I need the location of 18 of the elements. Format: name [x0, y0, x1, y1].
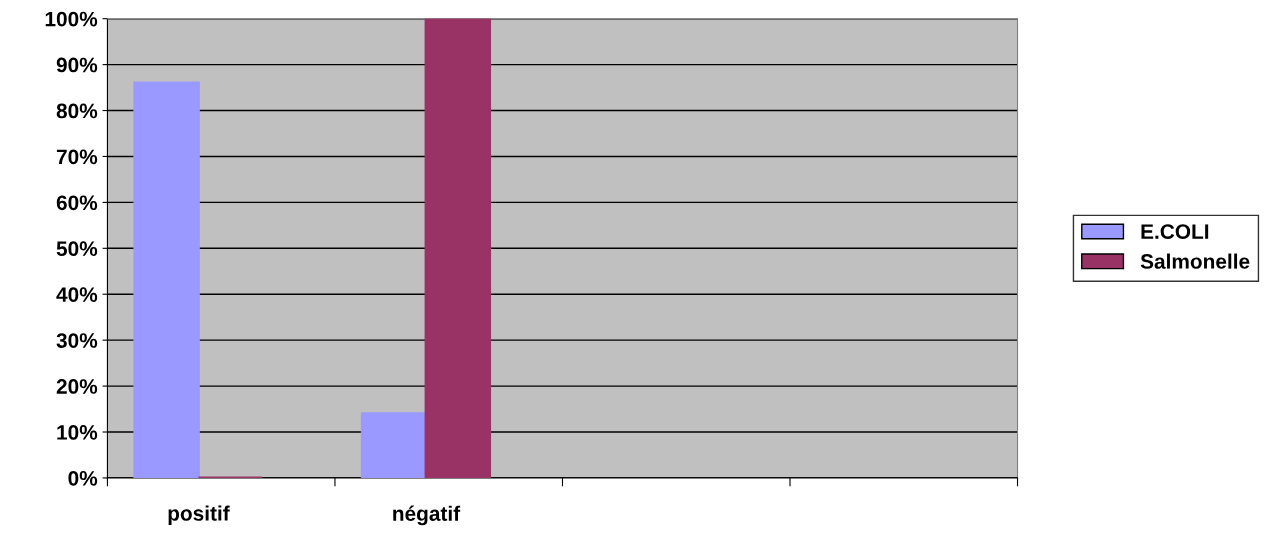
- y-tick-label: 90%: [56, 57, 98, 73]
- y-tick-label: 80%: [56, 103, 98, 119]
- bar: [360, 412, 428, 478]
- y-tick-label: 20%: [56, 379, 98, 394]
- y-tick-label: 10%: [57, 425, 98, 440]
- y-tick-label: 0%: [68, 470, 98, 486]
- x-tick-label: négatif: [393, 505, 461, 526]
- legend-label: E.COLI: [1141, 224, 1209, 239]
- legend-label: Salmonelle: [1140, 253, 1250, 269]
- x-tick-label: positif: [168, 505, 230, 525]
- bar: [133, 81, 200, 478]
- y-tick-label: 40%: [56, 287, 98, 302]
- y-tick-label: 70%: [56, 149, 98, 165]
- y-tick-label: 50%: [56, 241, 98, 257]
- bar: [424, 18, 492, 478]
- y-tick-label: 100%: [45, 11, 98, 27]
- y-tick-label: 30%: [56, 333, 98, 348]
- y-tick-label: 60%: [56, 195, 98, 211]
